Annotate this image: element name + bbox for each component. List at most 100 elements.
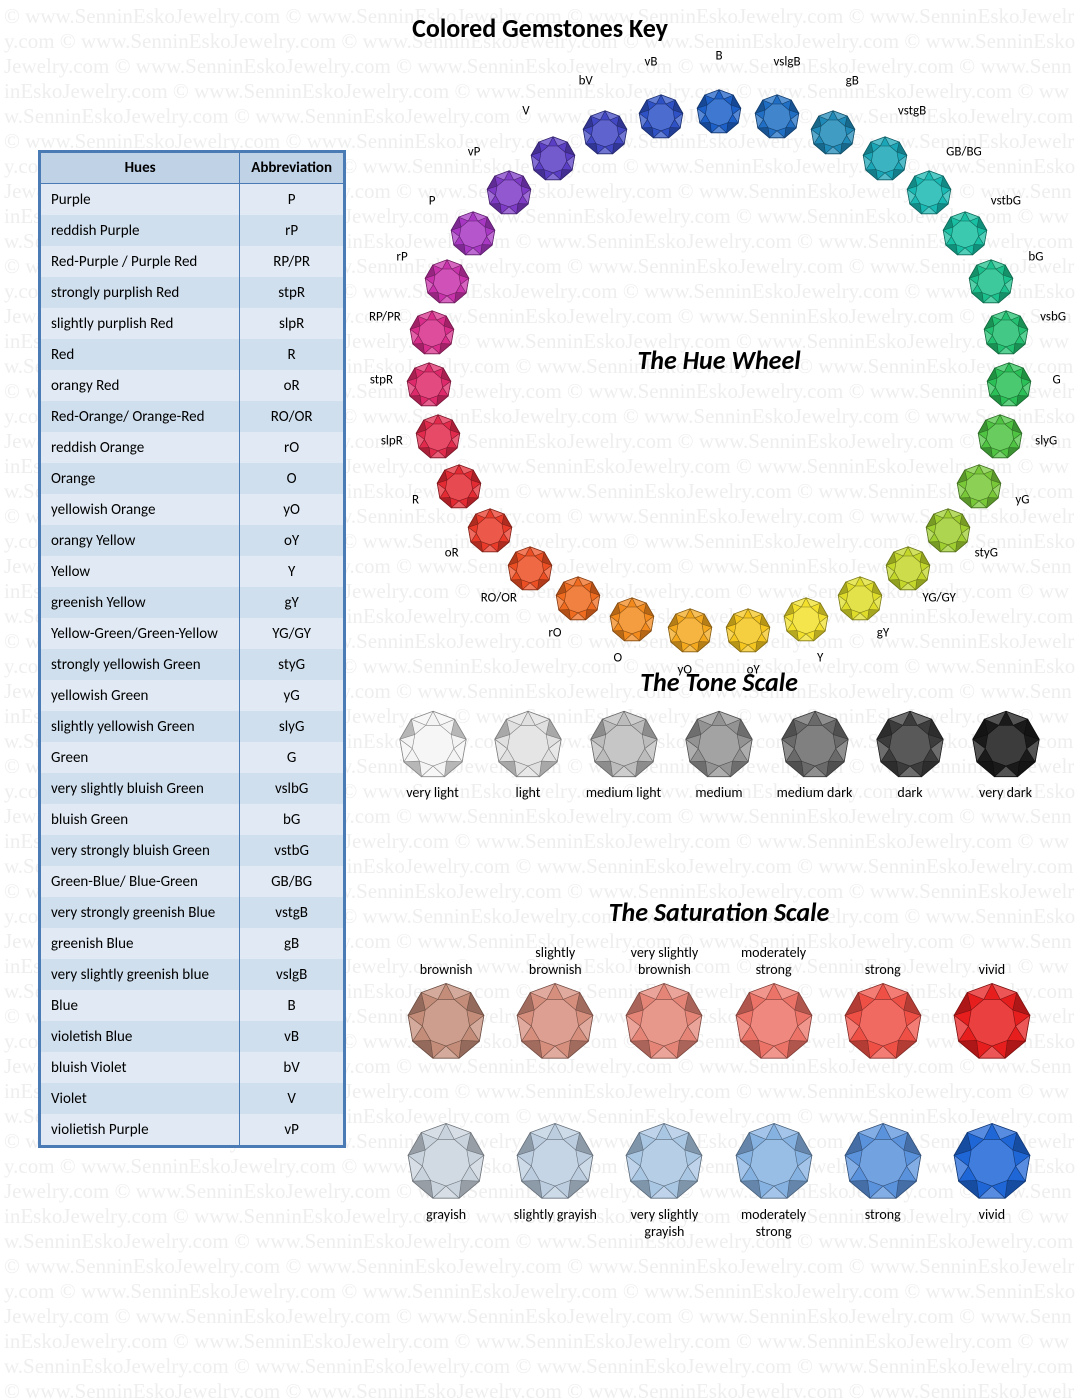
hue-wheel-gem: vslgB — [754, 94, 800, 140]
hue-name: yellowish Orange — [40, 494, 240, 525]
hue-wheel-gem: bV — [582, 110, 628, 156]
hue-wheel-label: vstbG — [991, 194, 1021, 209]
table-row: very strongly greenish BluevstgB — [40, 897, 345, 928]
hue-col-header: Hues — [40, 152, 240, 184]
hue-abbr: vP — [240, 1114, 345, 1147]
hue-abbr: G — [240, 742, 345, 773]
hue-abbr: vB — [240, 1021, 345, 1052]
hue-wheel-label: vsbG — [1040, 310, 1066, 325]
hue-wheel-label: GB/BG — [946, 144, 982, 159]
saturation-label: vivid — [945, 1206, 1039, 1223]
hue-abbr: RP/PR — [240, 246, 345, 277]
hue-abbr: Y — [240, 556, 345, 587]
hue-wheel-label: O — [613, 650, 622, 665]
tone-cell: very dark — [959, 710, 1053, 801]
saturation-label: very slightly grayish — [617, 1206, 711, 1240]
hue-abbr: B — [240, 990, 345, 1021]
hue-abbr: yO — [240, 494, 345, 525]
hue-wheel-gem: YG/GY — [885, 546, 931, 592]
hue-wheel-label: oR — [445, 545, 459, 560]
saturation-cool-cell: vivid — [945, 1122, 1039, 1240]
hue-wheel-gem: GB/BG — [906, 170, 952, 216]
tone-cell: medium dark — [768, 710, 862, 801]
hue-name: strongly yellowish Green — [40, 649, 240, 680]
hue-wheel-label: R — [412, 492, 419, 507]
saturation-warm-cell: brownish — [399, 944, 493, 1062]
hue-abbr: RO/OR — [240, 401, 345, 432]
hue-abbr: oR — [240, 370, 345, 401]
hue-name: very slightly greenish blue — [40, 959, 240, 990]
saturation-cool-cell: slightly grayish — [508, 1122, 602, 1240]
hue-name: Orange — [40, 463, 240, 494]
hue-wheel-label: stpR — [370, 372, 393, 387]
table-row: Green-Blue/ Blue-GreenGB/BG — [40, 866, 345, 897]
hue-wheel-gem: rO — [555, 576, 601, 622]
hue-wheel-label: vB — [644, 55, 657, 70]
hue-abbr: styG — [240, 649, 345, 680]
hue-wheel-gem: oR — [467, 508, 513, 554]
hue-abbr: slpR — [240, 308, 345, 339]
table-row: Red-Orange/ Orange-RedRO/OR — [40, 401, 345, 432]
hue-wheel-gem: yG — [956, 464, 1002, 510]
hue-wheel-label: YG/GY — [922, 590, 955, 605]
table-row: VioletV — [40, 1083, 345, 1114]
tone-label: medium — [672, 784, 766, 801]
saturation-cool-cell: strong — [836, 1122, 930, 1240]
hue-table: Hues Abbreviation PurplePreddish Purpler… — [38, 150, 346, 1148]
hue-wheel-label: rO — [548, 626, 561, 641]
hue-name: bluish Green — [40, 804, 240, 835]
hue-abbr: stpR — [240, 277, 345, 308]
saturation-label: moderately strong — [727, 1206, 821, 1240]
table-row: very slightly bluish GreenvslbG — [40, 773, 345, 804]
table-row: strongly purplish RedstpR — [40, 277, 345, 308]
hue-abbr: gY — [240, 587, 345, 618]
hue-wheel-gem: styG — [925, 508, 971, 554]
hue-name: Red — [40, 339, 240, 370]
table-row: orangy RedoR — [40, 370, 345, 401]
hue-abbr: bG — [240, 804, 345, 835]
hue-wheel-label: RP/PR — [369, 310, 401, 325]
tone-label: very light — [386, 784, 480, 801]
table-row: orangy YellowoY — [40, 525, 345, 556]
saturation-warm-cell: very slightly brownish — [617, 944, 711, 1062]
table-row: Red-Purple / Purple RedRP/PR — [40, 246, 345, 277]
tone-cell: medium — [672, 710, 766, 801]
hue-name: orangy Yellow — [40, 525, 240, 556]
hue-name: yellowish Green — [40, 680, 240, 711]
hue-name: Blue — [40, 990, 240, 1021]
hue-name: Purple — [40, 184, 240, 216]
hue-name: reddish Orange — [40, 432, 240, 463]
saturation-label: brownish — [399, 944, 493, 978]
hue-wheel-label: gY — [877, 626, 889, 641]
hue-wheel-label: slyG — [1035, 434, 1057, 449]
saturation-label: strong — [836, 944, 930, 978]
saturation-label: very slightly brownish — [617, 944, 711, 978]
hue-wheel-label: V — [522, 104, 529, 119]
hue-name: greenish Blue — [40, 928, 240, 959]
hue-wheel-label: rP — [396, 250, 407, 265]
table-row: YellowY — [40, 556, 345, 587]
hue-name: Green — [40, 742, 240, 773]
hue-wheel-label: B — [715, 49, 722, 64]
hue-wheel-gem: Y — [783, 597, 829, 643]
hue-name: Yellow — [40, 556, 240, 587]
saturation-label: strong — [836, 1206, 930, 1223]
hue-abbr: oY — [240, 525, 345, 556]
hue-name: very strongly bluish Green — [40, 835, 240, 866]
hue-abbr: vstbG — [240, 835, 345, 866]
hue-wheel-gem: R — [436, 464, 482, 510]
saturation-warm-row: brownishslightly brownishvery slightly b… — [384, 944, 1054, 1062]
hue-wheel-label: Y — [817, 650, 823, 665]
saturation-cool-cell: moderately strong — [727, 1122, 821, 1240]
hue-wheel-label: bV — [579, 73, 593, 88]
table-row: slightly purplish RedslpR — [40, 308, 345, 339]
hue-name: bluish Violet — [40, 1052, 240, 1083]
hue-abbr: vslgB — [240, 959, 345, 990]
hue-name: slightly purplish Red — [40, 308, 240, 339]
saturation-warm-cell: strong — [836, 944, 930, 1062]
hue-wheel-gem: gB — [810, 110, 856, 156]
hue-wheel-gem: B — [696, 89, 742, 135]
table-row: RedR — [40, 339, 345, 370]
hue-name: Green-Blue/ Blue-Green — [40, 866, 240, 897]
hue-wheel-gem: V — [530, 136, 576, 182]
